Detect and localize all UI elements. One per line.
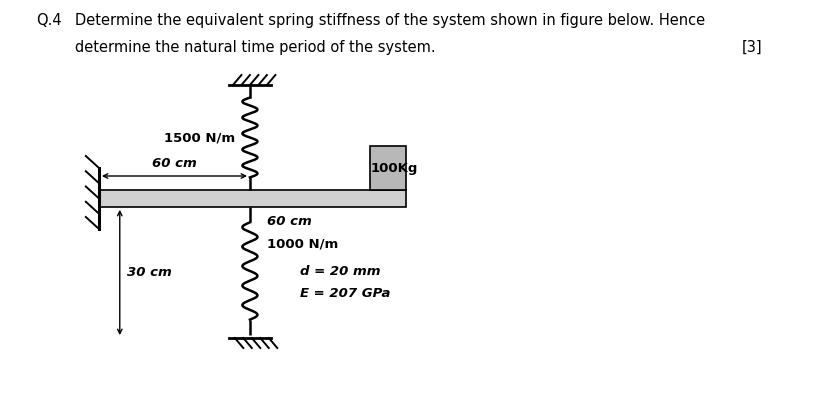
Bar [369, 146, 405, 190]
Text: 1500 N/m: 1500 N/m [164, 131, 235, 144]
Text: 100Kg: 100Kg [370, 162, 418, 175]
Text: E = 207 GPa: E = 207 GPa [300, 287, 390, 300]
Text: 1000 N/m: 1000 N/m [267, 237, 338, 250]
Text: [3]: [3] [741, 40, 762, 55]
Text: determine the natural time period of thе system.: determine the natural time period of thе… [76, 40, 436, 55]
Text: Determine the equivalent spring stiffness of the system shown in figure below. H: Determine the equivalent spring stiffnes… [76, 13, 706, 28]
Text: 60 cm: 60 cm [267, 215, 312, 228]
Text: d = 20 mm: d = 20 mm [300, 265, 380, 278]
Text: 30 cm: 30 cm [127, 266, 172, 279]
Bar [99, 190, 405, 207]
Text: Q.4: Q.4 [36, 13, 62, 28]
Text: 60 cm: 60 cm [152, 157, 197, 170]
